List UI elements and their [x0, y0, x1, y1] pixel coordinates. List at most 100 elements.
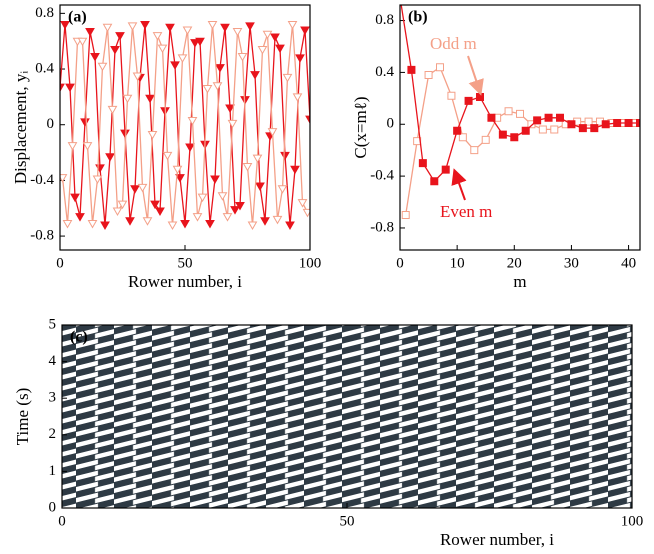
marker	[140, 20, 150, 30]
marker	[167, 221, 178, 230]
marker	[80, 118, 90, 127]
marker	[75, 213, 85, 222]
marker	[182, 26, 193, 36]
marker	[95, 164, 105, 173]
panel-label: (c)	[70, 329, 88, 346]
marker	[567, 120, 576, 129]
marker	[297, 199, 308, 208]
annotation-arrow	[467, 55, 484, 96]
marker	[222, 213, 233, 222]
marker	[215, 64, 225, 73]
marker	[175, 174, 185, 183]
marker	[77, 37, 88, 47]
series-line	[405, 66, 635, 216]
y-tick-label: 0	[49, 499, 57, 515]
marker	[127, 22, 138, 31]
marker	[70, 193, 80, 203]
marker	[150, 200, 160, 210]
marker	[100, 221, 110, 230]
marker	[578, 124, 587, 133]
marker	[430, 177, 439, 186]
marker	[92, 175, 103, 185]
marker	[67, 142, 78, 151]
marker	[157, 44, 168, 54]
marker	[162, 151, 173, 161]
marker	[305, 115, 310, 125]
marker	[470, 146, 479, 155]
marker	[418, 159, 427, 168]
marker	[436, 63, 444, 72]
y-axis-label: Displacement, yᵢ	[11, 71, 30, 184]
series-line	[400, 5, 640, 183]
marker	[267, 128, 278, 137]
marker	[217, 192, 228, 201]
marker	[177, 54, 188, 63]
marker	[105, 153, 115, 162]
annotation: Odd m	[430, 34, 477, 53]
marker	[521, 126, 530, 135]
marker	[447, 91, 456, 100]
marker	[242, 162, 253, 172]
marker	[407, 65, 416, 74]
marker	[147, 130, 158, 140]
marker	[441, 165, 450, 174]
y-tick-label: 0.8	[375, 12, 394, 28]
marker	[115, 32, 125, 41]
marker	[62, 220, 73, 229]
marker	[510, 133, 519, 142]
x-axis-label: Rower number, i	[440, 530, 554, 549]
marker	[145, 94, 155, 104]
marker	[197, 193, 208, 203]
marker	[65, 83, 75, 93]
marker	[60, 83, 65, 93]
plot-area	[397, 0, 640, 219]
marker	[207, 20, 218, 30]
marker	[252, 154, 263, 164]
marker	[110, 46, 120, 55]
marker	[120, 129, 130, 139]
marker	[97, 62, 108, 72]
x-tick-label: 20	[507, 255, 522, 271]
marker	[237, 53, 248, 62]
marker	[397, 0, 404, 1]
marker	[257, 46, 268, 55]
marker	[230, 206, 240, 215]
marker	[292, 93, 303, 102]
y-axis-label: Time (s)	[13, 388, 32, 445]
marker	[107, 105, 118, 115]
marker	[476, 93, 484, 102]
marker	[122, 94, 133, 104]
marker	[300, 26, 310, 36]
y-tick-label: -0.8	[370, 219, 394, 235]
marker	[401, 211, 410, 219]
marker	[190, 39, 200, 48]
panel-label: (b)	[408, 9, 428, 26]
marker	[112, 207, 123, 217]
marker	[250, 71, 260, 80]
marker	[227, 119, 238, 129]
marker	[142, 217, 153, 226]
marker	[132, 72, 143, 82]
y-tick-label: -0.4	[370, 168, 394, 184]
marker	[202, 85, 213, 94]
annotation: Even m	[440, 202, 492, 221]
marker	[87, 220, 98, 229]
x-axis-label: Rower number, i	[128, 272, 242, 291]
axes-frame	[399, 4, 641, 251]
marker	[255, 182, 265, 191]
marker	[601, 120, 610, 129]
x-tick-label: 30	[564, 255, 579, 271]
x-tick-label: 50	[178, 255, 193, 271]
y-tick-label: 0.8	[35, 5, 54, 21]
marker	[424, 71, 433, 79]
marker	[130, 185, 140, 194]
marker	[544, 113, 553, 122]
marker	[285, 221, 295, 230]
y-tick-label: 4	[49, 353, 57, 369]
marker	[220, 23, 230, 33]
x-tick-label: 50	[340, 513, 355, 529]
marker	[210, 175, 220, 185]
marker	[290, 165, 300, 175]
y-tick-label: 5	[49, 316, 57, 332]
